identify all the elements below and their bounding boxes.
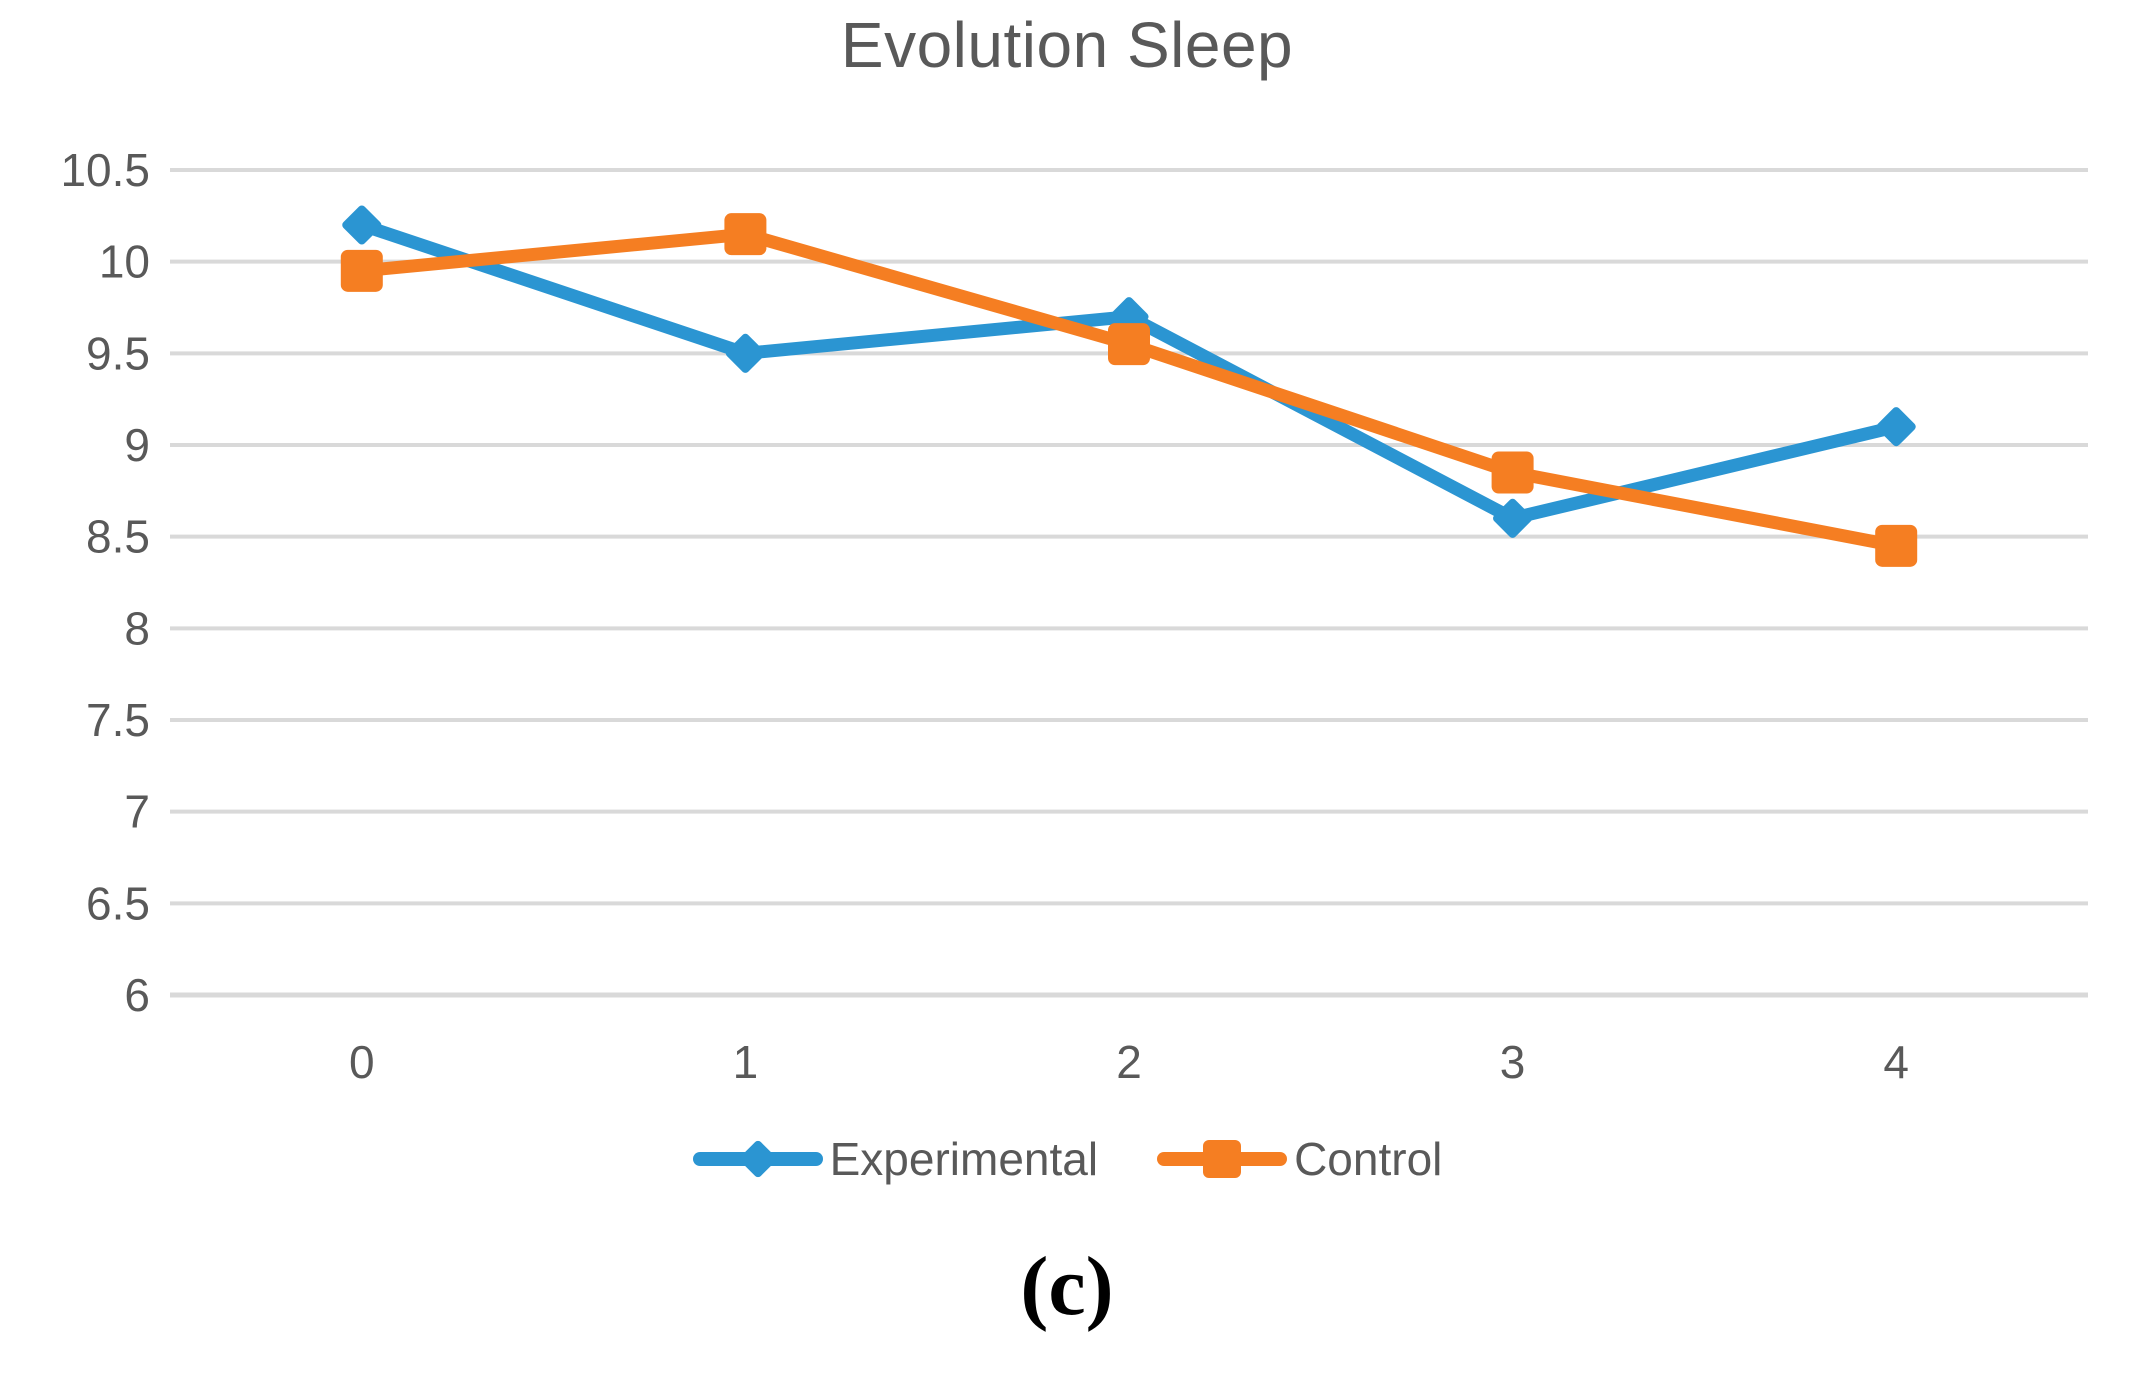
square-marker-control [1491,451,1534,494]
series-line-control [355,227,1903,553]
y-axis-tick-label: 10 [99,236,150,288]
y-axis-tick-label: 6 [124,969,150,1021]
x-axis-tick-label: 1 [733,1036,759,1088]
y-axis-tick-label: 9 [124,419,150,471]
x-axis-tick-label: 2 [1116,1036,1142,1088]
y-axis-tick-label: 9.5 [86,327,150,379]
line-with-diamond-icon [692,1140,823,1178]
chart-legend: Experimental Control [0,1132,2134,1186]
square-marker-control [724,213,767,256]
x-axis-tick-label: 0 [349,1036,375,1088]
diamond-marker-experimental [1876,407,1916,447]
square-marker-control [340,249,383,292]
series-line-experimental [355,218,1903,525]
legend-label-experimental: Experimental [829,1133,1099,1185]
y-axis-tick-label: 7 [124,786,150,838]
figure-caption: (c) [1020,1240,1114,1333]
square-marker-control [1108,323,1150,366]
y-axis-tick-label: 8 [124,602,150,654]
diamond-marker-experimental [342,205,382,245]
y-axis-tick-label: 6.5 [86,877,150,929]
legend-item-experimental: Experimental [692,1132,1098,1186]
line-with-square-icon [1157,1140,1288,1178]
y-axis-tick-label: 7.5 [86,694,150,746]
square-marker-control [1875,524,1918,567]
chart-title: Evolution Sleep [840,9,1294,81]
diamond-marker-experimental [1493,498,1533,538]
y-axis-tick-label: 10.5 [60,144,150,196]
y-axis-tick-label: 8.5 [86,511,150,563]
x-axis-tick-label: 4 [1883,1036,1909,1088]
x-axis-tick-label: 3 [1500,1036,1526,1088]
legend-label-control: Control [1294,1133,1443,1185]
legend-item-control: Control [1156,1132,1442,1186]
diamond-marker-experimental [725,333,765,373]
